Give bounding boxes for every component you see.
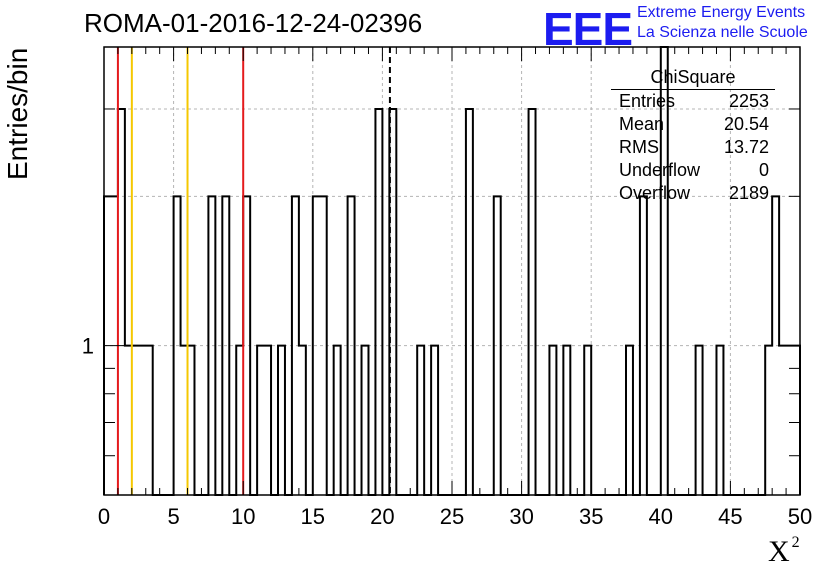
stats-box: ChiSquare Entries 2253 Mean 20.54 RMS 13…: [611, 66, 775, 205]
y-tick-label: 1: [82, 334, 94, 359]
stats-value: 0: [758, 160, 769, 180]
y-axis-label: Entries/bin: [2, 47, 33, 180]
stats-label: Overflow: [619, 183, 691, 203]
axis-ticks: [103, 47, 801, 495]
x-tick-label: 30: [509, 504, 533, 529]
stats-row-entries: Entries 2253: [611, 90, 775, 113]
stats-title: ChiSquare: [611, 66, 775, 90]
stats-label: RMS: [619, 137, 659, 157]
stats-row-overflow: Overflow 2189: [611, 182, 775, 205]
stats-value: 13.72: [723, 137, 769, 157]
x-tick-label: 35: [579, 504, 603, 529]
stats-row-rms: RMS 13.72: [611, 136, 775, 159]
stats-value: 2189: [728, 183, 769, 203]
reference-lines: [116, 47, 391, 495]
stats-value: 20.54: [723, 114, 769, 134]
stats-label: Underflow: [619, 160, 701, 180]
x-tick-label: 40: [649, 504, 673, 529]
x-tick-label: 20: [370, 504, 394, 529]
x-tick-label: 10: [231, 504, 255, 529]
stats-label: Mean: [619, 114, 665, 134]
x-tick-label: 0: [98, 504, 110, 529]
x-tick-label: 15: [301, 504, 325, 529]
x-tick-label: 5: [167, 504, 179, 529]
stats-label: Entries: [619, 91, 676, 111]
x-tick-label: 50: [788, 504, 812, 529]
stats-row-mean: Mean 20.54: [611, 113, 775, 136]
eee-logo: EEE: [543, 3, 633, 55]
x-tick-label: 25: [440, 504, 464, 529]
logo-line-1: Extreme Energy Events: [637, 4, 806, 21]
tick-labels: 0 5 10 15 20 25 30 35 40 45 50 1: [82, 334, 812, 529]
stats-row-underflow: Underflow 0: [611, 159, 775, 182]
x-tick-label: 45: [718, 504, 742, 529]
chart-title: ROMA-01-2016-12-24-02396: [84, 8, 423, 38]
stats-value: 2253: [728, 91, 769, 111]
logo-line-2: La Scienza nelle Scuole: [637, 24, 808, 41]
